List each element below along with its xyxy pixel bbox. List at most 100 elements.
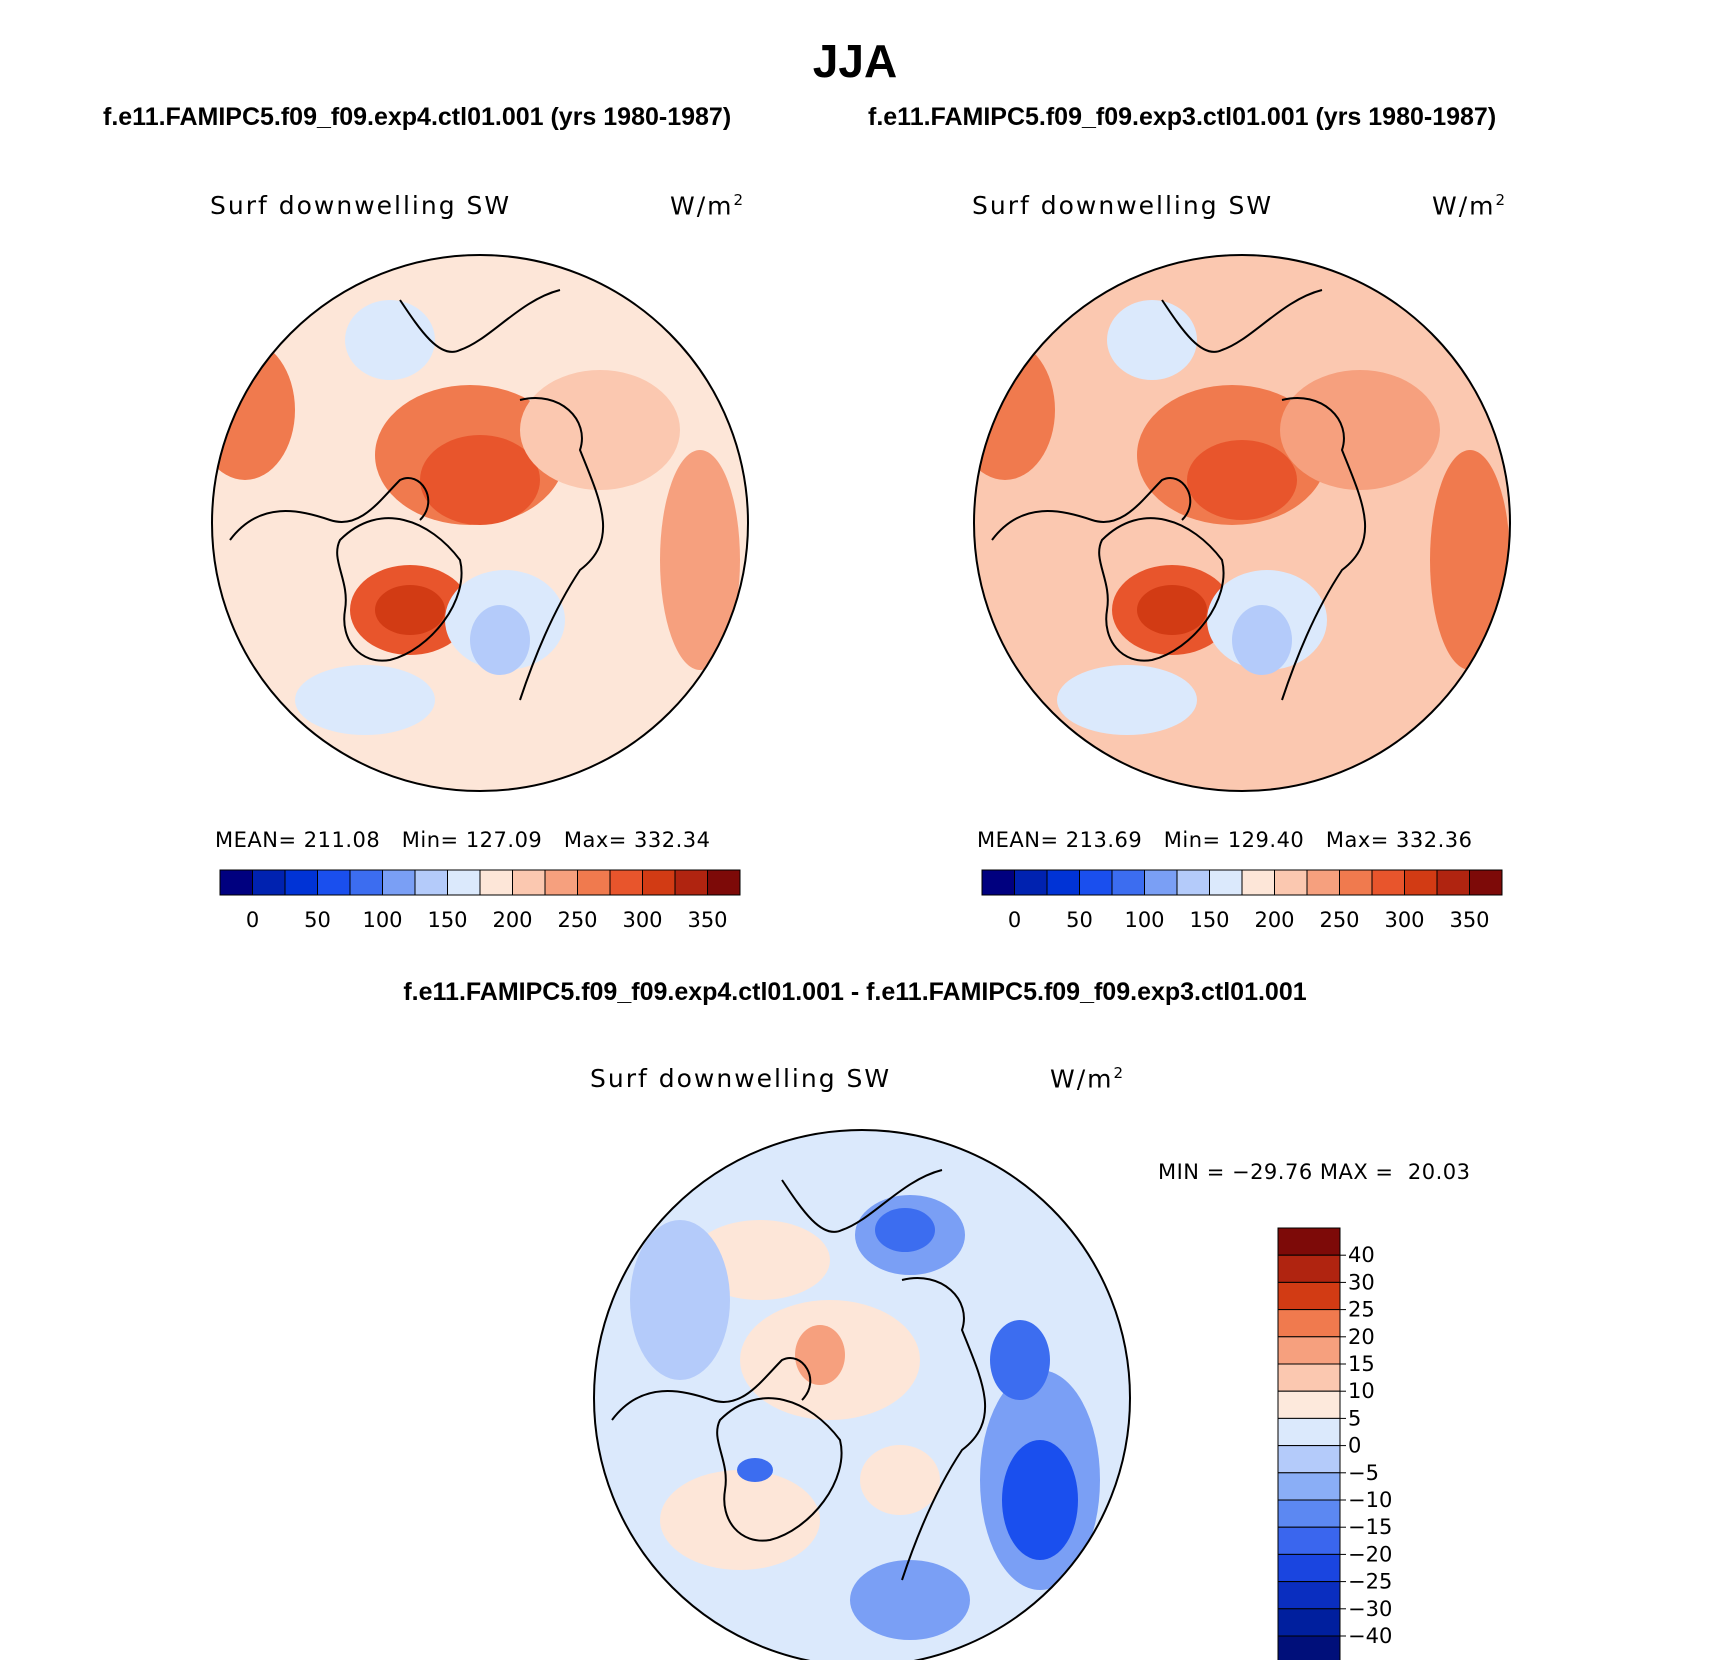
right-colorbar-swatch — [1274, 869, 1308, 896]
left-colorbar-swatch — [382, 869, 416, 896]
right-map-field-greenland-core — [1137, 585, 1207, 635]
diff-colorbar-swatch — [1277, 1526, 1341, 1555]
right-colorbar-swatch — [1371, 869, 1405, 896]
right-colorbar-tick-label: 200 — [1254, 908, 1294, 932]
diff-coastline-eurasia — [901, 1277, 986, 1581]
diff-colorbar-tick-label: −25 — [1348, 1570, 1392, 1594]
diff-colorbar: 40 30 25 20 15 10 5 0 −5 −10 −15 −20 −25 −30 −40 — [1277, 1227, 1392, 1660]
right-mean-value: 213.69 — [1065, 828, 1143, 852]
right-coastline-eurasia — [1281, 397, 1366, 701]
right-colorbar-swatch — [1111, 869, 1145, 896]
right-variable-label: Surf downwelling SW — [972, 191, 1274, 220]
left-colorbar-swatch — [284, 869, 318, 896]
right-colorbar-swatch — [1079, 869, 1113, 896]
diff-colorbar-tick-label: −30 — [1348, 1597, 1392, 1621]
right-colorbar-swatch — [1469, 869, 1503, 896]
left-mean-value: 211.08 — [303, 828, 381, 852]
left-colorbar-tick-label: 0 — [246, 908, 259, 932]
right-colorbar-swatch — [1144, 869, 1178, 896]
right-units-label: W/m2 — [1432, 191, 1508, 221]
diff-variable-label: Surf downwelling SW — [590, 1064, 892, 1093]
diff-colorbar-tick-label: −10 — [1348, 1488, 1392, 1512]
diff-coastline-greenland — [716, 1397, 843, 1542]
right-colorbar-swatch — [1176, 869, 1210, 896]
diff-map-field-neg-6 — [737, 1458, 773, 1482]
diff-colorbar-swatch — [1277, 1309, 1341, 1338]
right-colorbar-swatch — [1046, 869, 1080, 896]
right-stats: MEAN= 213.69 Min= 129.40 Max= 332.36 — [977, 828, 1473, 852]
diff-colorbar-tick-label: −5 — [1348, 1461, 1379, 1485]
right-map-field-pacific — [974, 340, 1055, 480]
diff-title: f.e11.FAMIPC5.f09_f09.exp4.ctl01.001 - f… — [403, 978, 1307, 1006]
right-colorbar-swatch — [1339, 869, 1373, 896]
right-colorbar-tick-label: 250 — [1319, 908, 1359, 932]
left-case-title: f.e11.FAMIPC5.f09_f09.exp4.ctl01.001 (yr… — [103, 103, 732, 131]
diff-colorbar-swatch — [1277, 1553, 1341, 1583]
right-colorbar-tick-label: 300 — [1384, 908, 1424, 932]
left-map-field-asia-east — [660, 450, 740, 670]
diff-colorbar-tick-label: 0 — [1348, 1434, 1361, 1458]
left-coastline-canada — [229, 477, 430, 541]
diff-coastline-siberia — [781, 1169, 943, 1233]
right-case-title: f.e11.FAMIPC5.f09_f09.exp3.ctl01.001 (yr… — [868, 103, 1497, 131]
diff-polar-map — [593, 1129, 1131, 1660]
diff-colorbar-swatch — [1277, 1608, 1341, 1637]
diff-map-field-neg-1 — [630, 1220, 730, 1380]
figure-title: JJA — [812, 35, 898, 87]
left-map-field-pacific — [212, 340, 295, 480]
diff-colorbar-swatch — [1277, 1472, 1341, 1501]
left-colorbar-tick-label: 350 — [687, 908, 727, 932]
right-colorbar-swatch — [981, 869, 1015, 896]
diff-colorbar-tick-label: 30 — [1348, 1270, 1375, 1294]
left-coastline-eurasia — [519, 397, 604, 701]
left-colorbar-tick-label: 300 — [622, 908, 662, 932]
right-map-field-arctic-core — [1187, 440, 1297, 520]
diff-colorbar-swatch — [1277, 1281, 1341, 1311]
left-coastline-greenland — [336, 517, 463, 662]
diff-colorbar-swatch — [1277, 1363, 1341, 1392]
diff-colorbar-swatch — [1277, 1499, 1341, 1528]
diff-colorbar-tick-label: −40 — [1348, 1624, 1392, 1648]
right-map-field-bering — [1107, 300, 1197, 380]
diff-colorbar-tick-label: 10 — [1348, 1379, 1375, 1403]
left-map-border — [211, 254, 749, 792]
left-colorbar-tick-label: 200 — [492, 908, 532, 932]
left-colorbar-tick-label: 150 — [427, 908, 467, 932]
diff-colorbar-tick-label: 40 — [1348, 1243, 1375, 1267]
left-map-field-norway — [470, 605, 530, 675]
left-units-label: W/m2 — [670, 191, 746, 221]
left-colorbar-swatch — [349, 869, 383, 896]
diff-colorbar-swatch — [1277, 1336, 1341, 1365]
left-colorbar-swatch — [414, 869, 448, 896]
right-map-border — [973, 254, 1511, 792]
diff-map-field-neg-2-core — [875, 1208, 935, 1252]
left-colorbar-swatch — [479, 869, 513, 896]
left-variable-label: Surf downwelling SW — [210, 191, 512, 220]
right-colorbar: 0 50 100 150 200 250 300 350 — [981, 869, 1503, 932]
right-colorbar-tick-label: 150 — [1189, 908, 1229, 932]
left-map-field-eurasia — [520, 370, 680, 490]
left-max-value: 332.34 — [634, 828, 711, 852]
left-colorbar-swatch — [642, 869, 676, 896]
right-colorbar-swatch — [1209, 869, 1243, 896]
diff-colorbar-tick-label: −20 — [1348, 1542, 1392, 1566]
left-colorbar-swatch — [317, 869, 351, 896]
diff-colorbar-swatch — [1277, 1254, 1341, 1283]
left-colorbar-swatch — [707, 869, 741, 896]
left-colorbar-swatch — [252, 869, 286, 896]
diff-colorbar-swatch — [1277, 1390, 1341, 1419]
right-map-field-norway — [1232, 605, 1292, 675]
diff-map-field-pos-core — [795, 1325, 845, 1385]
left-min-value: 127.09 — [465, 828, 543, 852]
right-colorbar-tick-label: 50 — [1066, 908, 1093, 932]
diff-map-border — [593, 1129, 1131, 1660]
diff-map-field-neg-4 — [990, 1320, 1050, 1400]
diff-map-field-pos-3 — [660, 1470, 820, 1570]
right-colorbar-tick-label: 0 — [1008, 908, 1021, 932]
right-colorbar-swatch — [1306, 869, 1340, 896]
diff-map-field-pos-4 — [860, 1445, 940, 1515]
diff-map-field-neg-3-core — [1002, 1440, 1078, 1560]
right-colorbar-swatch — [1436, 869, 1470, 896]
diff-colorbar-tick-label: 5 — [1348, 1406, 1361, 1430]
